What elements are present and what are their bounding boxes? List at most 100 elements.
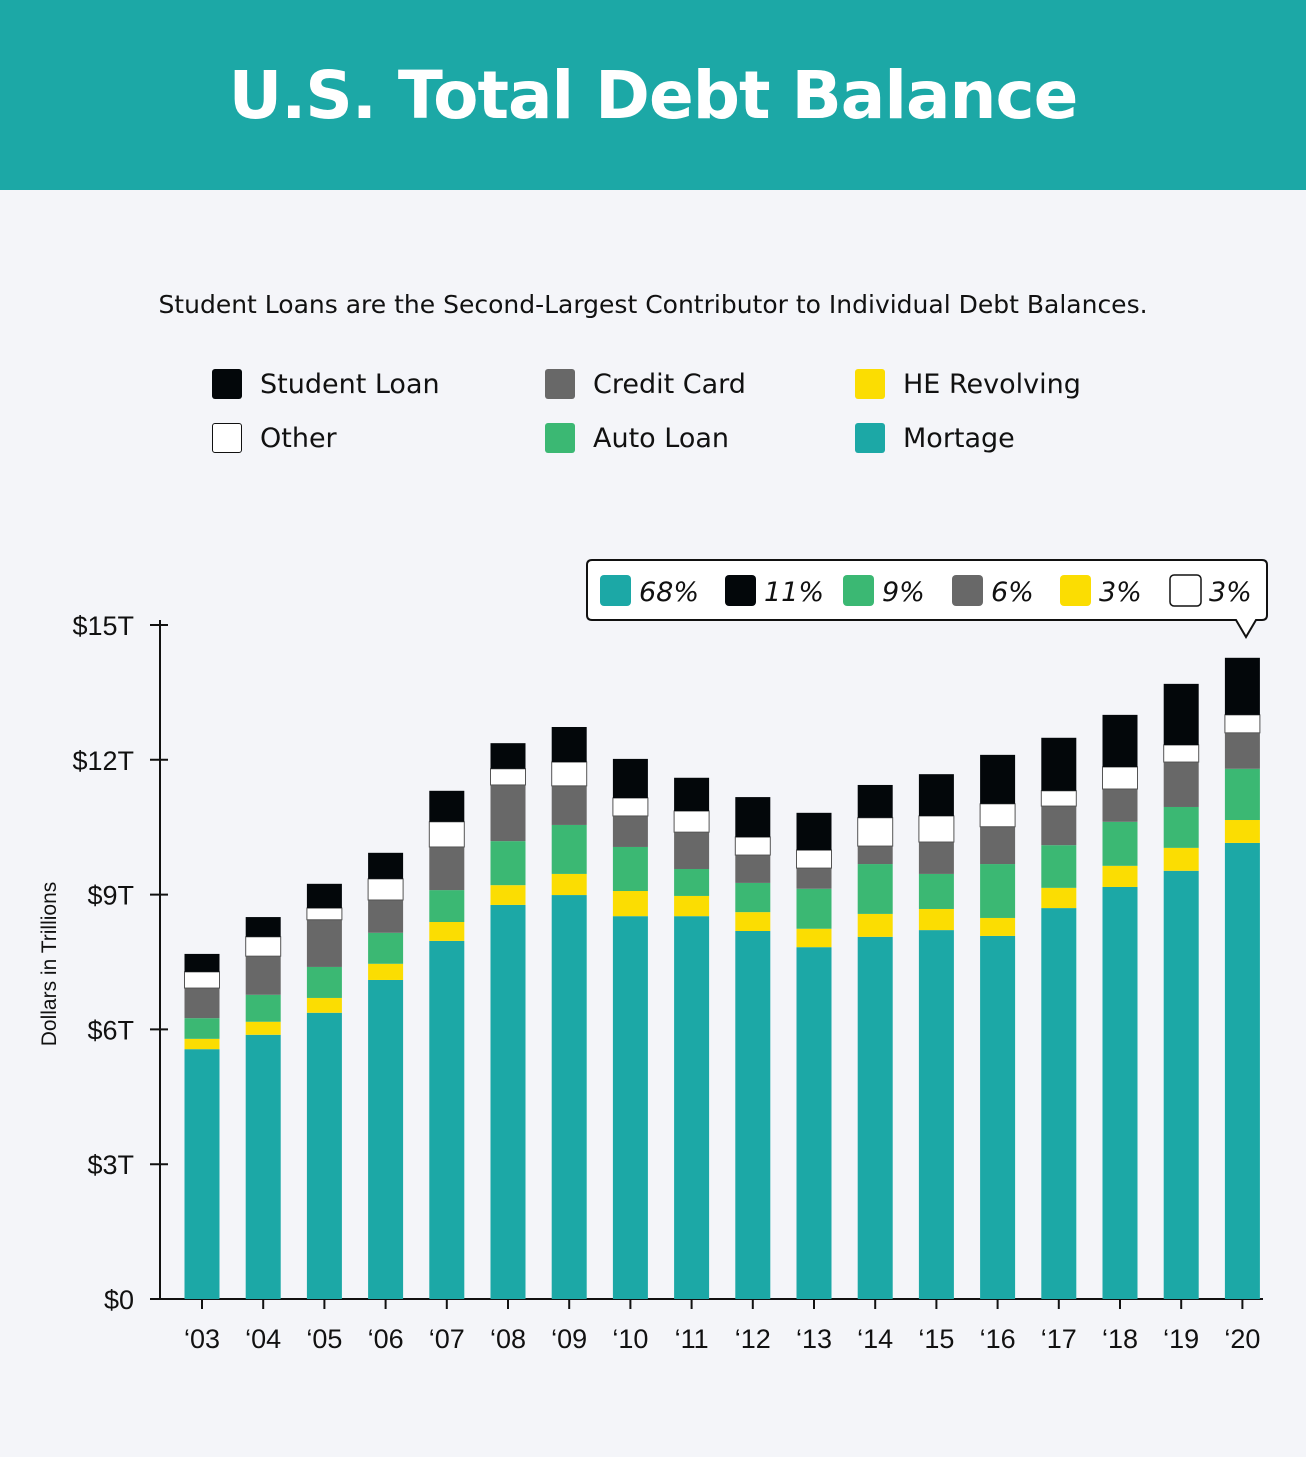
bar-segment-auto-loan — [1041, 845, 1077, 888]
bar-segment-student-loan — [1163, 683, 1199, 745]
share-label: 3% — [1209, 577, 1252, 608]
x-tick-label: ‘12 — [735, 1324, 771, 1354]
bar-segment-he-revolving — [1102, 865, 1138, 887]
bar-segment-student-loan — [1102, 714, 1138, 767]
bar-segment-he-revolving — [674, 895, 710, 917]
bar-segment-mortage — [551, 895, 587, 1299]
x-tick-label: ‘16 — [980, 1324, 1016, 1354]
bar-segment-mortage — [1102, 886, 1138, 1299]
bar-segment-mortage — [1041, 908, 1077, 1299]
y-axis-label: Dollars in Trillions — [38, 882, 61, 1047]
x-tick-label: ‘11 — [675, 1324, 709, 1354]
bar-segment-mortage — [368, 979, 404, 1299]
bar-segment-student-loan — [306, 883, 342, 909]
y-tick-label: $0 — [104, 1285, 134, 1315]
bar-segment-other — [306, 907, 343, 921]
share-callout — [586, 559, 1268, 639]
legend-swatch — [855, 423, 885, 453]
y-tick-label: $12T — [72, 746, 134, 776]
bar-segment-other — [796, 849, 832, 869]
bar-segment-other — [428, 821, 465, 848]
legend-label: Credit Card — [593, 368, 746, 400]
bar-segment-mortage — [1224, 842, 1260, 1299]
bar-segment-auto-loan — [429, 890, 465, 923]
share-label: 9% — [882, 577, 925, 608]
bar-segment-auto-loan — [918, 873, 954, 909]
bar-segment-credit-card — [551, 785, 587, 825]
share-label: 6% — [991, 577, 1034, 608]
y-tick-label: $6T — [87, 1015, 134, 1045]
legend-item-other: Other — [212, 422, 545, 454]
legend: Student Loan Credit Card HE Revolving Other… — [212, 368, 1132, 454]
bar-segment-he-revolving — [368, 963, 404, 980]
bar-segment-he-revolving — [1224, 820, 1260, 843]
bar-segment-student-loan — [490, 743, 526, 769]
bar-segment-mortage — [735, 930, 771, 1299]
bar-segment-other — [551, 761, 588, 787]
bar-segment-credit-card — [1102, 789, 1138, 822]
x-tick-label: ‘19 — [1163, 1324, 1199, 1354]
share-label: 68% — [639, 577, 699, 608]
bar-segment-credit-card — [429, 846, 465, 891]
bar-segment-auto-loan — [184, 1018, 220, 1039]
bar-segment-student-loan — [918, 774, 954, 816]
bar-segment-he-revolving — [429, 922, 465, 941]
legend-swatch — [545, 369, 575, 399]
bar-segment-auto-loan — [1102, 821, 1138, 866]
bar-segment-credit-card — [1163, 762, 1199, 807]
bar-segment-auto-loan — [490, 841, 526, 886]
bar-segment-student-loan — [1224, 657, 1260, 715]
bar-segment-mortage — [918, 930, 954, 1299]
bar-segment-credit-card — [184, 988, 220, 1019]
bar-segment-student-loan — [857, 784, 893, 818]
bar-segment-mortage — [306, 1012, 342, 1299]
page-title: U.S. Total Debt Balance — [228, 56, 1079, 134]
bar-segment-other — [1040, 790, 1077, 807]
bar-segment-student-loan — [429, 790, 465, 822]
bar-segment-mortage — [857, 936, 893, 1299]
bar-segment-other — [673, 810, 710, 833]
bar-segment-auto-loan — [735, 882, 771, 913]
share-swatch — [1060, 575, 1091, 606]
legend-swatch — [212, 423, 242, 453]
legend-item-student-loan: Student Loan — [212, 368, 545, 400]
bar-segment-other — [918, 815, 955, 843]
legend-label: Mortage — [903, 422, 1015, 454]
bar-segment-he-revolving — [490, 885, 526, 905]
bar-segment-credit-card — [857, 846, 893, 865]
bar-segment-mortage — [490, 904, 526, 1299]
bar-segment-he-revolving — [857, 913, 893, 937]
bar-segment-student-loan — [551, 726, 587, 763]
bar-segment-mortage — [980, 935, 1016, 1299]
bar-segment-mortage — [796, 947, 832, 1299]
legend-item-he-revolving: HE Revolving — [855, 368, 1135, 400]
y-tick-label: $3T — [87, 1150, 134, 1180]
chart-subtitle: Student Loans are the Second-Largest Con… — [158, 290, 1148, 319]
bar-segment-other — [1224, 714, 1261, 734]
bar-segment-auto-loan — [306, 966, 342, 998]
x-tick-label: ‘13 — [796, 1324, 832, 1354]
bar-segment-other — [245, 936, 282, 957]
bar-segment-auto-loan — [674, 868, 710, 896]
bar-segment-auto-loan — [980, 864, 1016, 918]
bar-segment-he-revolving — [184, 1038, 220, 1050]
bar-segment-credit-card — [1041, 806, 1077, 846]
bar-segment-student-loan — [674, 777, 710, 812]
bar-segment-mortage — [184, 1049, 220, 1299]
bar-segment-student-loan — [1041, 737, 1077, 791]
bar-segment-other — [734, 836, 771, 856]
x-tick-label: ‘14 — [857, 1324, 893, 1354]
bar-segment-other — [367, 878, 404, 901]
bar-segment-he-revolving — [1041, 887, 1077, 909]
bar-segment-auto-loan — [1163, 806, 1199, 848]
legend-swatch — [545, 423, 575, 453]
bar-segment-credit-card — [368, 899, 404, 933]
bar-segment-auto-loan — [368, 932, 404, 964]
bar-segment-he-revolving — [306, 997, 342, 1013]
share-label: 3% — [1099, 577, 1142, 608]
bar-segment-student-loan — [796, 812, 832, 851]
legend-swatch — [855, 369, 885, 399]
legend-item-credit-card: Credit Card — [545, 368, 855, 400]
x-tick-label: ‘04 — [245, 1324, 281, 1354]
bar-segment-student-loan — [735, 797, 771, 838]
